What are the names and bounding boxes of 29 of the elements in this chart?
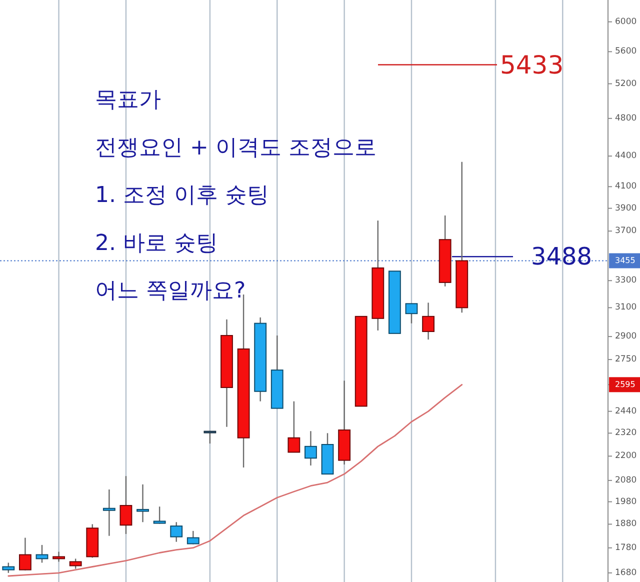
y-tick-label: 1780 xyxy=(615,542,637,553)
y-tick-label: 4400 xyxy=(615,151,637,162)
y-tick-label: 4800 xyxy=(615,113,637,124)
y-tick-label: 1880 xyxy=(615,519,637,530)
y-tick-label: 6000 xyxy=(615,16,637,27)
y-tick-label: 4100 xyxy=(615,182,637,192)
y-tick-label: 2900 xyxy=(615,332,637,342)
note: 목표가 xyxy=(95,88,161,112)
target-label: 3488 xyxy=(531,242,592,271)
y-tick-label: 2080 xyxy=(615,475,637,486)
note: 어느 쪽일까요? xyxy=(95,278,246,304)
y-tick-label: 1680 xyxy=(615,568,637,578)
y-tick-label: 5600 xyxy=(615,46,637,57)
note: 1. 조정 이후 슛팅 xyxy=(95,183,269,208)
y-tick-label: 3900 xyxy=(615,203,637,214)
y-tick-label: 3700 xyxy=(615,226,637,236)
y-tick-label: 5200 xyxy=(615,78,637,89)
y-tick-label: 2440 xyxy=(615,406,637,416)
y-tick-label: 2595 xyxy=(615,380,636,390)
note: 2. 바로 슛팅 xyxy=(95,230,218,256)
y-tick-label: 3100 xyxy=(615,302,637,313)
note: 전쟁요인 + 이격도 조정으로 xyxy=(95,135,376,160)
y-tick-label: 3300 xyxy=(615,276,637,286)
ref-line-label: 3455 xyxy=(615,256,636,266)
y-tick-label: 2320 xyxy=(615,428,637,438)
y-tick-label: 1980 xyxy=(615,496,637,507)
y-tick-label: 2750 xyxy=(615,354,637,365)
target-label: 5433 xyxy=(500,50,564,80)
y-tick-label: 2200 xyxy=(615,451,637,462)
